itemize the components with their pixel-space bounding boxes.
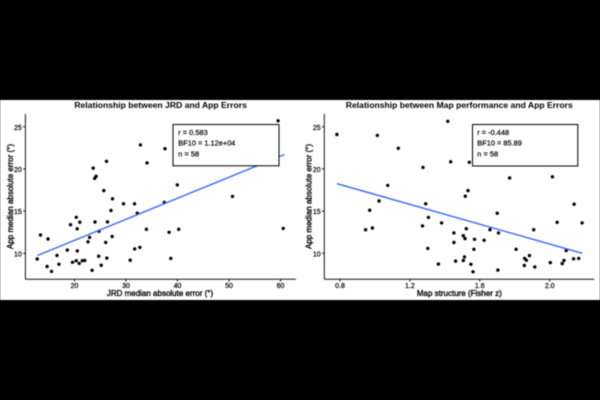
svg-text:1.2: 1.2 <box>405 283 415 290</box>
svg-text:50: 50 <box>225 283 233 290</box>
svg-text:10: 10 <box>14 251 22 258</box>
svg-text:JRD median absolute error (°): JRD median absolute error (°) <box>107 289 214 298</box>
svg-text:BF10 = 85.89: BF10 = 85.89 <box>477 139 522 148</box>
svg-text:Relationship between JRD and A: Relationship between JRD and App Errors <box>74 100 247 110</box>
svg-text:15: 15 <box>313 209 321 216</box>
svg-text:r = -0.448: r = -0.448 <box>477 128 509 137</box>
svg-text:20: 20 <box>14 167 22 174</box>
svg-text:25: 25 <box>14 125 22 132</box>
svg-text:15: 15 <box>14 209 22 216</box>
svg-text:60: 60 <box>277 283 285 290</box>
svg-text:1.6: 1.6 <box>475 283 485 290</box>
svg-text:App median absolute error (°): App median absolute error (°) <box>6 144 15 249</box>
svg-text:10: 10 <box>313 251 321 258</box>
svg-text:40: 40 <box>174 283 182 290</box>
svg-text:Map structure (Fisher z): Map structure (Fisher z) <box>417 289 502 298</box>
svg-text:App median absolute error (°): App median absolute error (°) <box>305 144 314 249</box>
svg-text:2.0: 2.0 <box>545 283 555 290</box>
svg-text:30: 30 <box>122 283 130 290</box>
svg-text:0.8: 0.8 <box>335 283 345 290</box>
svg-text:20: 20 <box>71 283 79 290</box>
svg-text:r = 0.583: r = 0.583 <box>178 128 207 137</box>
svg-text:20: 20 <box>313 167 321 174</box>
svg-text:Relationship between Map perfo: Relationship between Map performance and… <box>346 100 573 110</box>
svg-text:n = 58: n = 58 <box>178 149 199 158</box>
svg-text:n = 58: n = 58 <box>477 149 498 158</box>
svg-text:25: 25 <box>313 125 321 132</box>
svg-text:BF10 = 1.12e+04: BF10 = 1.12e+04 <box>178 139 235 148</box>
